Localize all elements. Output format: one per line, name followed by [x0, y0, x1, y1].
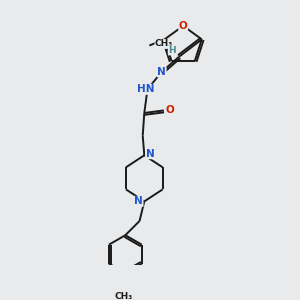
- Text: H: H: [168, 46, 176, 55]
- Text: O: O: [165, 105, 174, 116]
- Text: N: N: [157, 67, 166, 77]
- Text: O: O: [179, 21, 188, 31]
- Text: CH₃: CH₃: [115, 292, 133, 300]
- Text: HN: HN: [137, 84, 154, 94]
- Text: CH₃: CH₃: [155, 39, 173, 48]
- Text: N: N: [134, 196, 143, 206]
- Text: N: N: [146, 149, 154, 159]
